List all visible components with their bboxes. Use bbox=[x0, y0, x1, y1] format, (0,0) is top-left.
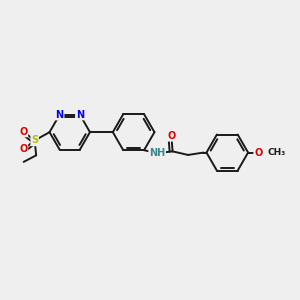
Text: O: O bbox=[167, 131, 175, 141]
Text: O: O bbox=[19, 144, 28, 154]
Text: O: O bbox=[254, 148, 262, 158]
Text: N: N bbox=[76, 110, 84, 120]
Text: N: N bbox=[56, 110, 64, 120]
Text: S: S bbox=[31, 136, 38, 146]
Text: NH: NH bbox=[149, 148, 165, 158]
Text: O: O bbox=[19, 127, 28, 136]
Text: CH₃: CH₃ bbox=[268, 148, 286, 157]
